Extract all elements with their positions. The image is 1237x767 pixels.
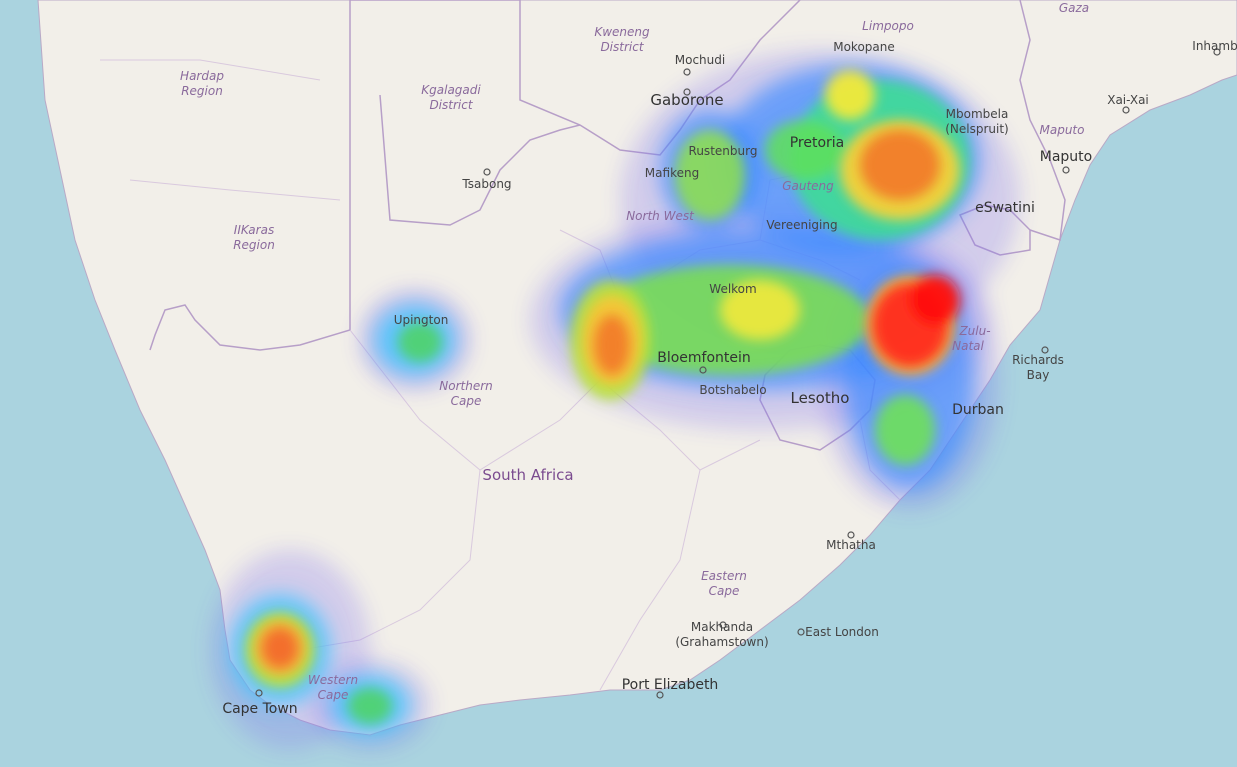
city-vereeniging: Vereeniging bbox=[766, 218, 837, 232]
region-northern-cape-1: Northern bbox=[439, 379, 492, 393]
region-kgalagadi-1: Kgalagadi bbox=[421, 83, 481, 97]
city-richards-bay-1: Richards bbox=[1012, 353, 1064, 367]
city-maputo: Maputo bbox=[1040, 149, 1092, 165]
city-east-london: East London bbox=[805, 625, 879, 639]
city-tsabong: Tsabong bbox=[461, 177, 511, 191]
city-dots bbox=[255, 48, 1221, 699]
region-northern-cape-2: Cape bbox=[451, 394, 482, 408]
city-makhanda-2: (Grahamstown) bbox=[675, 635, 768, 649]
city-pretoria: Pretoria bbox=[790, 135, 845, 151]
country-label-south-africa: South Africa bbox=[482, 466, 573, 484]
city-welkom: Welkom bbox=[709, 282, 756, 296]
region-limpopo: Limpopo bbox=[862, 19, 914, 33]
region-hardap-1: Hardap bbox=[180, 69, 224, 83]
region-eastern-cape-1: Eastern bbox=[701, 569, 747, 583]
city-mbombela-1: Mbombela bbox=[946, 107, 1009, 121]
city-mokopane: Mokopane bbox=[833, 40, 895, 54]
city-mafikeng: Mafikeng bbox=[645, 166, 699, 180]
country-label-eswatini: eSwatini bbox=[975, 200, 1035, 216]
city-port-elizabeth: Port Elizabeth bbox=[622, 677, 719, 693]
region-gaza: Gaza bbox=[1059, 1, 1089, 15]
region-kwazulu-natal-1: Zulu- bbox=[958, 324, 990, 338]
region-kwazulu-natal-2: Natal bbox=[952, 339, 984, 353]
region-hardap-2: Region bbox=[181, 84, 223, 98]
city-xai-xai: Xai-Xai bbox=[1107, 93, 1149, 107]
city-rustenburg: Rustenburg bbox=[689, 144, 758, 158]
city-richards-bay-2: Bay bbox=[1027, 368, 1050, 382]
country-label-lesotho: Lesotho bbox=[791, 389, 850, 407]
city-bloemfontein: Bloemfontein bbox=[657, 350, 751, 366]
city-upington: Upington bbox=[394, 313, 449, 327]
city-makhanda-1: Makhanda bbox=[691, 620, 753, 634]
city-mbombela-2: (Nelspruit) bbox=[945, 122, 1009, 136]
region-western-cape-1: Western bbox=[308, 673, 358, 687]
region-kweneng-1: Kweneng bbox=[594, 25, 650, 39]
city-inhambane: Inhamb bbox=[1192, 39, 1237, 53]
region-north-west: North West bbox=[626, 209, 695, 223]
heatmap-layer bbox=[210, 50, 1020, 750]
region-maputo: Maputo bbox=[1040, 123, 1085, 137]
region-kweneng-2: District bbox=[600, 40, 644, 54]
region-ilkaras-2: Region bbox=[233, 238, 275, 252]
city-gaborone: Gaborone bbox=[650, 91, 723, 109]
city-mthatha: Mthatha bbox=[826, 538, 876, 552]
region-gauteng: Gauteng bbox=[782, 179, 834, 193]
region-ilkaras-1: IIKaras bbox=[234, 223, 274, 237]
city-cape-town: Cape Town bbox=[222, 701, 297, 717]
region-western-cape-2: Cape bbox=[318, 688, 349, 702]
region-kgalagadi-2: District bbox=[429, 98, 473, 112]
city-durban: Durban bbox=[952, 402, 1004, 418]
region-eastern-cape-2: Cape bbox=[709, 584, 740, 598]
city-botshabelo: Botshabelo bbox=[699, 383, 766, 397]
city-mochudi: Mochudi bbox=[675, 53, 725, 67]
